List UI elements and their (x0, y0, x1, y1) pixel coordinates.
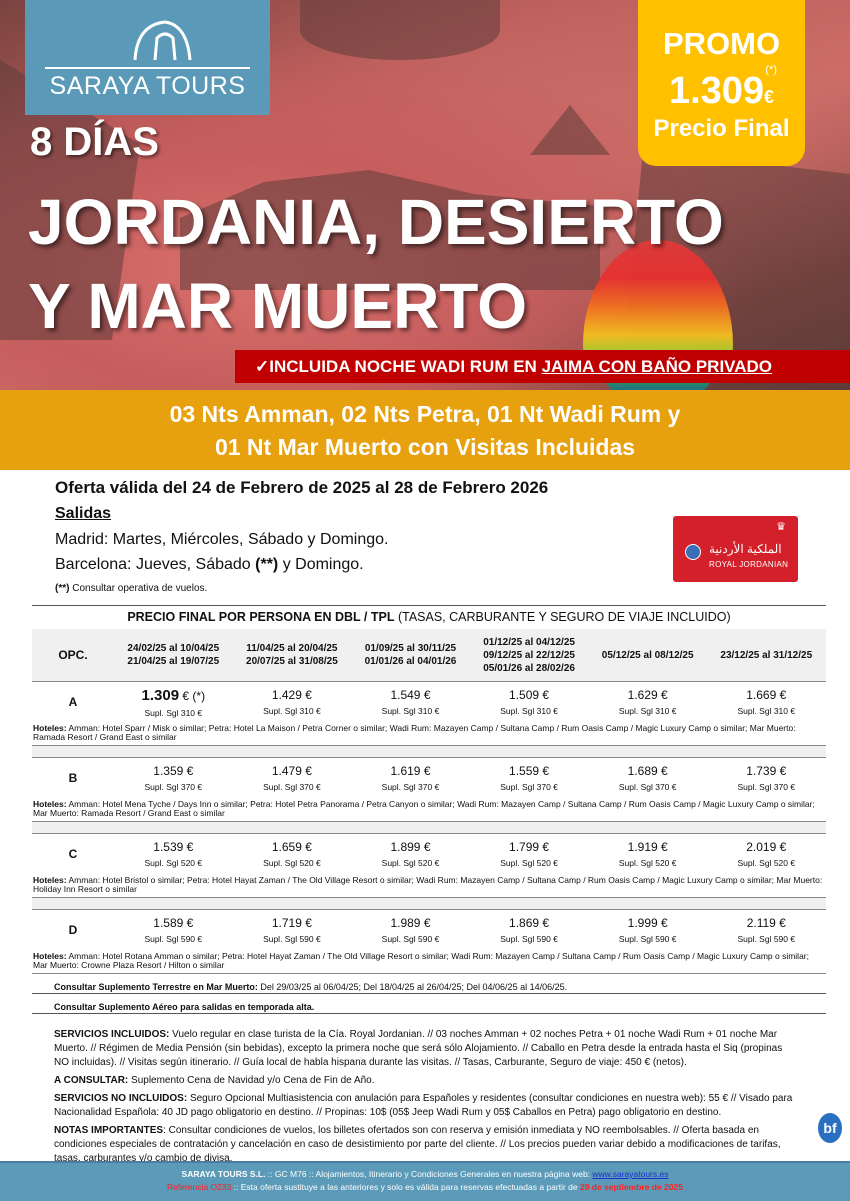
price-cell: 1.869 € Supl. Sgl 590 € (500, 916, 558, 944)
price-cell: 1.309 € (*) Supl. Sgl 310 € (141, 686, 206, 718)
column-header: 11/04/25 al 20/04/25 20/07/25 al 31/08/25 (246, 643, 338, 667)
departures-madrid: Madrid: Martes, Miércoles, Sábado y Domi… (55, 531, 389, 548)
option-id: B (68, 771, 78, 785)
offer-validity: Oferta válida del 24 de Febrero de 2025 … (55, 478, 549, 497)
hotels-info: Hoteles: Amman: Hotel Bristol o similar;… (33, 875, 823, 894)
crown-icon: ♛ (776, 521, 786, 533)
page-title: JORDANIA, DESIERTO Y MAR MUERTO (28, 186, 724, 342)
row-separator (32, 746, 826, 758)
price-cell: 1.589 € Supl. Sgl 590 € (144, 916, 203, 944)
price-cell: 1.479 € Supl. Sgl 370 € (263, 764, 321, 792)
to-consult: A CONSULTAR: Suplemento Cena de Navidad … (54, 1075, 375, 1086)
brand-name: SARAYA TOURS (49, 72, 246, 100)
departures-note: (**) Consultar operativa de vuelos. (55, 583, 208, 594)
included-badge: ✓INCLUIDA NOCHE WADI RUM EN JAIMA CON BA… (235, 350, 850, 383)
option-id: C (68, 847, 78, 861)
price-cell: 2.119 € Supl. Sgl 590 € (737, 916, 796, 944)
price-cell: 1.799 € Supl. Sgl 520 € (500, 840, 558, 868)
saraya-tours-logo: SARAYA TOURS (25, 0, 270, 115)
option-row-B: B 1.359 € Supl. Sgl 370 € 1.479 € Supl. Sgl … (32, 758, 826, 822)
website-link[interactable]: www.sarayatours.es (592, 1169, 669, 1179)
price-cell: 1.689 € Supl. Sgl 370 € (618, 764, 677, 792)
price-cell: 1.739 € Supl. Sgl 370 € (737, 764, 796, 792)
hotels-info: Hoteles: Amman: Hotel Sparr / Misk o sim… (33, 723, 796, 742)
important-notes: NOTAS IMPORTANTES: Consultar condiciones… (54, 1125, 781, 1164)
price-cell: 1.559 € Supl. Sgl 370 € (500, 764, 558, 792)
row-separator (32, 822, 826, 834)
promo-label: PROMO (662, 26, 781, 61)
option-row-A: A 1.309 € (*) Supl. Sgl 310 € 1.429 € Supl. … (32, 682, 826, 746)
row-separator (32, 898, 826, 910)
price-cell: 1.669 € Supl. Sgl 310 € (737, 688, 796, 716)
bf-badge: bf (818, 1113, 842, 1143)
price-cell: 1.999 € Supl. Sgl 590 € (618, 916, 677, 944)
column-header: 01/12/25 al 04/12/25 09/12/25 al 22/12/25… (483, 636, 575, 674)
price-cell: 2.019 € Supl. Sgl 520 € (737, 840, 796, 868)
departures-title: Salidas (55, 505, 112, 522)
price-table: PRECIO FINAL POR PERSONA EN DBL / TPL (T… (32, 605, 826, 1014)
price-cell: 1.619 € Supl. Sgl 370 € (381, 764, 440, 792)
price-table-title: PRECIO FINAL POR PERSONA EN DBL / TPL (T… (127, 610, 731, 624)
hotels-info: Hoteles: Amman: Hotel Rotana Amman o sim… (33, 951, 809, 970)
price-cell: 1.629 € Supl. Sgl 310 € (618, 688, 677, 716)
hotels-info: Hoteles: Amman: Hotel Mena Tyche / Days … (33, 799, 815, 818)
option-id: A (68, 695, 78, 709)
services-not-included: SERVICIOS NO INCLUIDOS: Seguro Opcional … (54, 1093, 793, 1118)
services-included: SERVICIOS INCLUIDOS: Vuelo regular en cl… (54, 1029, 783, 1068)
price-cell: 1.429 € Supl. Sgl 310 € (263, 688, 321, 716)
price-table-header: OPC. 24/02/25 al 10/04/25 21/04/25 al 19/0… (32, 629, 826, 682)
price-cell: 1.719 € Supl. Sgl 590 € (263, 916, 321, 944)
itinerary-summary: 03 Nts Amman, 02 Nts Petra, 01 Nt Wadi R… (0, 390, 850, 470)
logo-emblem-icon (133, 20, 192, 61)
footer: SARAYA TOURS S.L. :: GC M76 :: Alojamien… (0, 1161, 850, 1201)
price-cell: 1.899 € Supl. Sgl 520 € (381, 840, 440, 868)
option-row-C: C 1.539 € Supl. Sgl 520 € 1.659 € Supl. Sgl … (32, 834, 826, 898)
promo-price-box: PROMO 1.309€ (*) Precio Final (638, 0, 805, 166)
globe-icon (685, 544, 701, 560)
supplement-air: Consultar Suplemento Aéreo para salidas … (32, 994, 826, 1014)
check-icon: ✓ (255, 357, 270, 376)
price-cell: 1.539 € Supl. Sgl 520 € (144, 840, 203, 868)
royal-jordanian-logo: ♛ الملكية الأردنية ROYAL JORDANIAN (673, 516, 798, 582)
duration: 8 DÍAS (30, 120, 159, 164)
promo-subtitle: Precio Final (653, 115, 790, 142)
departures-barcelona: Barcelona: Jueves, Sábado (**) y Domingo… (55, 556, 364, 573)
option-id: D (68, 923, 78, 937)
price-cell: 1.549 € Supl. Sgl 310 € (381, 688, 440, 716)
price-cell: 1.919 € Supl. Sgl 520 € (618, 840, 677, 868)
column-header: 24/02/25 al 10/04/25 21/04/25 al 19/07/25 (127, 643, 220, 667)
column-header: 01/09/25 al 30/11/25 01/01/26 al 04/01/26 (364, 643, 457, 667)
column-header: 05/12/25 al 08/12/25 (601, 649, 694, 661)
price-cell: 1.659 € Supl. Sgl 520 € (263, 840, 321, 868)
supplement-terrestrial: Consultar Suplemento Terrestre en Mar Mu… (32, 974, 826, 994)
price-cell: 1.989 € Supl. Sgl 590 € (381, 916, 440, 944)
column-header: 23/12/25 al 31/12/25 (720, 649, 813, 661)
promo-price: 1.309€ (*) (668, 64, 777, 112)
price-cell: 1.359 € Supl. Sgl 370 € (144, 764, 203, 792)
price-cell: 1.509 € Supl. Sgl 310 € (500, 688, 558, 716)
option-row-D: D 1.589 € Supl. Sgl 590 € 1.719 € Supl. Sgl … (32, 910, 826, 974)
